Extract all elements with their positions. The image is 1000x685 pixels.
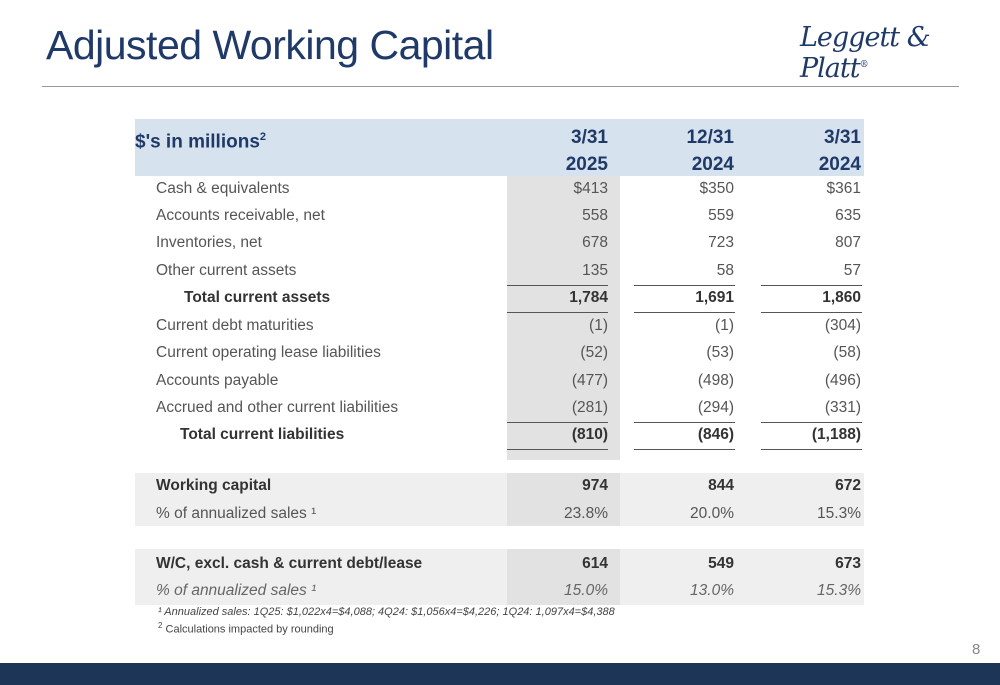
table-row: % of annualized sales ¹ 15.0% 13.0% 15.3… [0,578,1000,605]
footnote-1: ¹ Annualized sales: 1Q25: $1,022x4=$4,08… [158,606,615,618]
cell-value: (294) [697,399,734,416]
column-header-12-31-2024: 12/31 2024 [686,127,734,175]
cell-value: 1,860 [822,289,861,306]
cell-value: (331) [824,399,861,416]
cell-value: 23.8% [564,505,608,522]
table-row: Accounts receivable, net 558 559 635 [0,203,1000,230]
units-header: $'s in millions2 [135,131,267,153]
cell-value: 15.0% [564,582,608,599]
cell-value: $361 [826,180,861,197]
row-label: W/C, excl. cash & current debt/lease [156,555,423,572]
cell-value: (496) [824,372,861,389]
title-divider [42,86,959,87]
table-header-band [135,119,864,176]
page-number: 8 [972,641,981,658]
total-current-liabilities-row: Total current liabilities (810) (846) (1… [0,422,1000,449]
total-rule [507,449,608,450]
cell-value: 15.3% [817,505,861,522]
cell-value: (1) [715,317,734,334]
cell-value: 673 [835,555,861,572]
row-label: Cash & equivalents [156,180,290,197]
working-capital-row: Working capital 974 844 672 [0,473,1000,500]
working-capital-band [135,473,864,526]
cell-value: 559 [708,207,734,224]
footnote-2: 2 Calculations impacted by rounding [158,621,334,636]
cell-value: 807 [835,234,861,251]
cell-value: 723 [708,234,734,251]
row-label: Accounts payable [156,372,279,389]
row-label: Total current assets [184,289,331,306]
subtotal-rule [634,285,735,286]
table-row: Current debt maturities (1) (1) (304) [0,313,1000,340]
company-logo: Leggett & Platt® [800,22,931,84]
table-row: Cash & equivalents $413 $350 $361 [0,176,1000,203]
cell-value: $350 [699,180,734,197]
wc-excl-row: W/C, excl. cash & current debt/lease 614… [0,551,1000,578]
table-row: Accrued and other current liabilities (2… [0,395,1000,422]
cell-value: 678 [582,234,608,251]
cell-value: 672 [835,477,861,494]
cell-value: 13.0% [690,582,734,599]
cell-value: 135 [582,262,608,279]
cell-value: (58) [833,344,861,361]
cell-value: (53) [706,344,734,361]
cell-value: (1) [589,317,608,334]
row-label: % of annualized sales ¹ [156,505,317,522]
subtotal-rule [634,422,735,423]
row-label: Working capital [156,477,272,494]
subtotal-rule [761,285,862,286]
column-header-3-31-2025: 3/31 2025 [565,127,608,175]
page-title: Adjusted Working Capital [46,22,494,68]
row-label: Accrued and other current liabilities [156,399,399,416]
subtotal-rule [507,422,608,423]
cell-value: 20.0% [690,505,734,522]
footer-bar [0,663,1000,685]
wc-excl-band [135,549,864,605]
table-row: Other current assets 135 58 57 [0,258,1000,285]
cell-value: 635 [835,207,861,224]
total-current-assets-row: Total current assets 1,784 1,691 1,860 [0,285,1000,312]
table-row: Current operating lease liabilities (52)… [0,340,1000,367]
cell-value: 57 [843,262,861,279]
table-row: Inventories, net 678 723 807 [0,230,1000,257]
cell-value: 549 [708,555,734,572]
row-label: Inventories, net [156,234,262,251]
cell-value: 614 [582,555,608,572]
cell-value: (477) [571,372,608,389]
row-label: Total current liabilities [180,426,345,443]
subtotal-rule [761,422,862,423]
subtotal-rule [507,285,608,286]
total-rule [507,312,608,313]
cell-value: (304) [824,317,861,334]
total-rule [761,449,862,450]
cell-value: (498) [697,372,734,389]
cell-value: 844 [708,477,734,494]
total-rule [634,312,735,313]
cell-value: 1,784 [569,289,608,306]
cell-value: 15.3% [817,582,861,599]
current-column-shade [507,176,620,460]
column-header-3-31-2024: 3/31 2024 [818,127,861,175]
row-label: Accounts receivable, net [156,207,325,224]
row-label: Other current assets [156,262,297,279]
cell-value: 974 [582,477,608,494]
cell-value: (52) [580,344,608,361]
row-label: % of annualized sales ¹ [156,582,317,599]
cell-value: (846) [697,426,734,443]
row-label: Current debt maturities [156,317,314,334]
table-row: % of annualized sales ¹ 23.8% 20.0% 15.3… [0,501,1000,528]
cell-value: $413 [573,180,608,197]
total-rule [634,449,735,450]
table-row: Accounts payable (477) (498) (496) [0,368,1000,395]
total-rule [761,312,862,313]
row-label: Current operating lease liabilities [156,344,381,361]
cell-value: (810) [571,426,608,443]
cell-value: 558 [582,207,608,224]
cell-value: 58 [716,262,734,279]
cell-value: 1,691 [695,289,734,306]
cell-value: (281) [571,399,608,416]
cell-value: (1,188) [811,426,861,443]
